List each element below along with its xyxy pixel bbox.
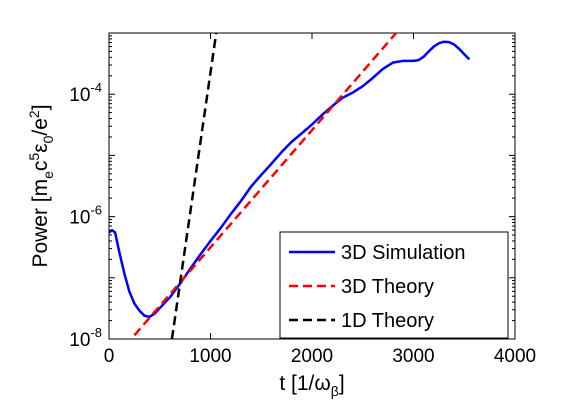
series-line-3d-theory — [133, 33, 398, 337]
legend-label: 3D Simulation — [341, 242, 466, 264]
legend: 3D Simulation 3D Theory 1D Theory — [279, 231, 509, 339]
x-axis-label: t [1/ωβ] — [279, 372, 344, 399]
series-layer — [109, 33, 471, 339]
y-tick-label: 10-4 — [69, 80, 102, 106]
legend-label: 3D Theory — [341, 276, 434, 298]
legend-label: 1D Theory — [341, 310, 434, 332]
ticks-layer: 0 1000 2000 3000 4000 10-8 10-6 10-4 — [69, 32, 536, 367]
x-tick-label: 3000 — [392, 346, 434, 367]
x-tick-label: 1000 — [189, 346, 231, 367]
y-axis-label: Power [mec5ε0/e2] — [26, 104, 56, 267]
x-tick-label: 0 — [104, 346, 115, 367]
series-line-1d-theory — [170, 33, 218, 339]
series-line-3d-simulation — [109, 40, 471, 319]
x-tick-label: 4000 — [494, 346, 536, 367]
x-tick-label: 2000 — [291, 346, 333, 367]
y-tick-label: 10-6 — [69, 203, 102, 229]
y-tick-label: 10-8 — [69, 325, 102, 351]
